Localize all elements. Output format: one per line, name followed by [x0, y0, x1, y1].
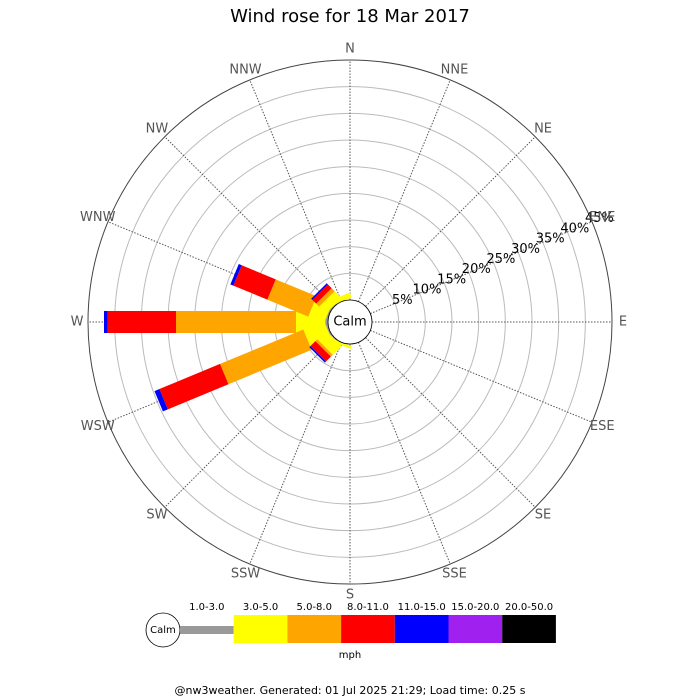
bar-segment [309, 345, 327, 363]
r-tick-label: 30% [511, 242, 540, 257]
direction-label: WSW [81, 419, 115, 434]
footer: @nw3weather. Generated: 01 Jul 2025 21:2… [175, 684, 526, 697]
legend-label: 11.0-15.0 [398, 602, 446, 613]
grid: 5%10%15%20%25%30%35%40%45%NNNENEENEEESES… [71, 42, 628, 603]
bar-segment [316, 288, 335, 307]
legend-swatch [502, 615, 556, 643]
direction-label: S [346, 588, 354, 603]
direction-label: W [71, 315, 84, 330]
direction-label: WNW [80, 210, 116, 225]
direction-label: NE [534, 121, 552, 136]
spoke [370, 221, 593, 315]
spoke [365, 337, 536, 508]
bar-segment [233, 265, 276, 300]
bar-segment [230, 264, 242, 286]
direction-label: N [345, 42, 355, 57]
bar-segment [159, 363, 229, 410]
direction-label: NNW [229, 62, 261, 77]
unit-label: mph [339, 650, 361, 661]
legend-swatch [287, 615, 342, 643]
legend-label: 1.0-3.0 [189, 602, 224, 613]
legend-swatch [448, 615, 503, 643]
direction-label: NNE [441, 62, 469, 77]
bar-segment [310, 341, 331, 362]
bar-segment [267, 279, 317, 317]
calm-circle [327, 299, 373, 345]
r-tick-label: 45% [585, 211, 614, 226]
bar-segment [311, 283, 328, 300]
direction-label: NW [146, 121, 169, 136]
legend-label: 3.0-5.0 [243, 602, 278, 613]
bar-segment [312, 284, 332, 304]
direction-label: ENE [589, 210, 615, 225]
bar-segment [107, 311, 176, 333]
legend: Calm mph 1.0-3.0 3.0-5.0 5.0-8.0 8.0-11.0 11… [145, 602, 556, 661]
direction-label: SE [535, 508, 551, 523]
direction-label: E [619, 315, 627, 330]
bar-segment [220, 329, 312, 385]
legend-label: 15.0-20.0 [451, 602, 499, 613]
spoke [357, 342, 451, 565]
spoke [357, 79, 451, 302]
legend-swatch [233, 615, 288, 643]
grid-ring [87, 59, 613, 585]
spoke [249, 79, 343, 302]
legend-label: 8.0-11.0 [347, 602, 389, 613]
bar-segment [104, 311, 108, 333]
bar-segment [329, 292, 352, 306]
chart-title: Wind rose for 18 Mar 2017 [230, 6, 470, 27]
calm-label: Calm [333, 315, 366, 330]
legend-label: 20.0-50.0 [505, 602, 553, 613]
legend-label: 5.0-8.0 [297, 602, 332, 613]
bars [104, 264, 375, 412]
legend-calm-label: Calm [150, 625, 176, 636]
r-tick-label: 5% [392, 293, 413, 308]
r-tick-label: 35% [536, 232, 565, 247]
bar-segment [315, 339, 333, 357]
bar-segment [176, 311, 296, 333]
spoke [370, 329, 593, 423]
r-tick-label: 40% [560, 221, 589, 236]
direction-label: SW [146, 508, 167, 523]
bar-segment [154, 389, 168, 412]
legend-swatch [180, 626, 234, 634]
legend-swatch [341, 615, 395, 643]
direction-label: SSE [442, 567, 467, 582]
spoke [164, 136, 335, 307]
legend-swatch [394, 615, 449, 643]
direction-label: SSW [231, 567, 261, 582]
spoke [164, 337, 335, 508]
spoke [249, 342, 343, 565]
spoke [365, 136, 536, 307]
direction-label: ESE [590, 419, 615, 434]
